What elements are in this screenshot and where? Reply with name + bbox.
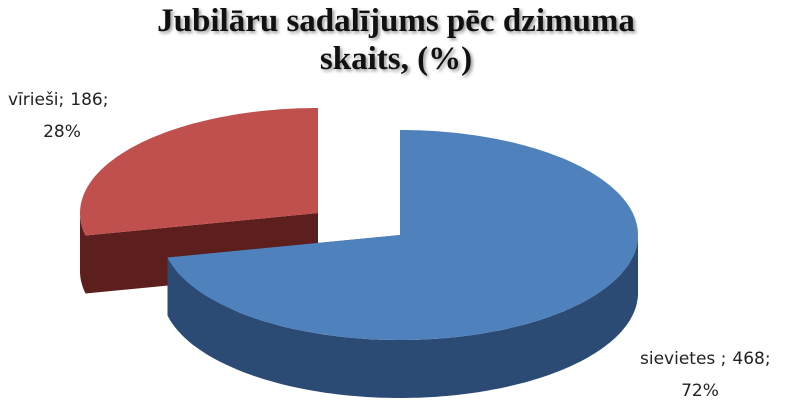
slice <box>167 130 638 340</box>
title-line: Jubilāru sadalījums pēc dzimuma <box>157 3 635 39</box>
slice-side <box>80 213 86 294</box>
label-category: sievietes ; <box>640 349 726 369</box>
slice-side <box>167 235 638 398</box>
data-label: sievietes ; 468; <box>640 349 771 369</box>
title-line: skaits, (%) <box>319 41 473 77</box>
slice <box>80 108 318 236</box>
label-category: vīrieši; <box>8 90 64 110</box>
label-percent: 28% <box>43 122 81 142</box>
chart-title: Jubilāru sadalījums pēc dzimuma skaits, … <box>0 2 792 78</box>
label-percent: 72% <box>681 381 719 401</box>
label-value: 468; <box>732 349 770 369</box>
label-value: 186; <box>70 90 108 110</box>
data-label: vīrieši; 186; <box>8 90 108 110</box>
